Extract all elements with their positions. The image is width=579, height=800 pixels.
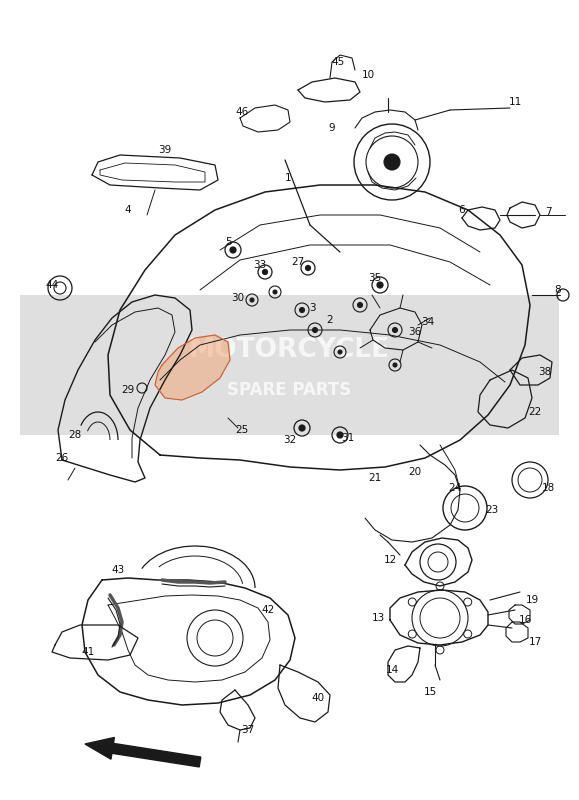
Text: 27: 27 <box>291 257 305 267</box>
Text: 25: 25 <box>236 425 248 435</box>
Text: 1: 1 <box>285 173 291 183</box>
Text: 38: 38 <box>538 367 552 377</box>
Circle shape <box>377 282 383 288</box>
Text: 13: 13 <box>371 613 384 623</box>
Text: 45: 45 <box>331 57 345 67</box>
Text: 9: 9 <box>329 123 335 133</box>
Text: 8: 8 <box>555 285 561 295</box>
Text: 24: 24 <box>448 483 461 493</box>
Text: 11: 11 <box>508 97 522 107</box>
Text: 12: 12 <box>383 555 397 565</box>
Text: 34: 34 <box>422 317 435 327</box>
Text: 23: 23 <box>485 505 499 515</box>
Text: 2: 2 <box>327 315 334 325</box>
Text: 15: 15 <box>423 687 437 697</box>
Text: 21: 21 <box>368 473 382 483</box>
Text: 14: 14 <box>386 665 398 675</box>
Text: 3: 3 <box>309 303 316 313</box>
Text: 26: 26 <box>56 453 69 463</box>
Circle shape <box>262 270 267 274</box>
Text: 29: 29 <box>122 385 135 395</box>
Circle shape <box>393 363 397 367</box>
Text: 33: 33 <box>254 260 266 270</box>
Circle shape <box>306 266 310 270</box>
Circle shape <box>357 302 362 307</box>
Text: 36: 36 <box>408 327 422 337</box>
Text: 32: 32 <box>283 435 296 445</box>
Circle shape <box>230 247 236 253</box>
Circle shape <box>299 307 305 313</box>
Text: 44: 44 <box>45 280 58 290</box>
Text: 41: 41 <box>82 647 94 657</box>
Text: 22: 22 <box>529 407 541 417</box>
Text: 31: 31 <box>342 433 354 443</box>
Text: 39: 39 <box>159 145 171 155</box>
Circle shape <box>250 298 254 302</box>
Circle shape <box>313 327 317 333</box>
Text: 6: 6 <box>459 205 466 215</box>
Circle shape <box>337 432 343 438</box>
FancyArrow shape <box>85 738 201 767</box>
Text: 10: 10 <box>361 70 375 80</box>
Text: 5: 5 <box>225 237 232 247</box>
Text: 4: 4 <box>124 205 131 215</box>
Text: 7: 7 <box>545 207 551 217</box>
Text: 42: 42 <box>261 605 274 615</box>
Text: 46: 46 <box>236 107 248 117</box>
Circle shape <box>273 290 277 294</box>
Text: 37: 37 <box>241 725 255 735</box>
Polygon shape <box>155 335 230 400</box>
Text: 20: 20 <box>408 467 422 477</box>
Circle shape <box>393 327 398 333</box>
Bar <box>20 295 559 435</box>
Text: 28: 28 <box>68 430 82 440</box>
Text: 17: 17 <box>529 637 541 647</box>
Circle shape <box>299 425 305 431</box>
Circle shape <box>338 350 342 354</box>
Circle shape <box>384 154 400 170</box>
Text: MOTORCYCLE: MOTORCYCLE <box>189 337 390 363</box>
Text: 30: 30 <box>232 293 244 303</box>
Text: SPARE PARTS: SPARE PARTS <box>228 381 351 399</box>
Text: 18: 18 <box>541 483 555 493</box>
Text: 19: 19 <box>525 595 538 605</box>
Text: 40: 40 <box>312 693 325 703</box>
Text: 43: 43 <box>111 565 124 575</box>
Text: 35: 35 <box>368 273 382 283</box>
Text: 16: 16 <box>518 615 532 625</box>
